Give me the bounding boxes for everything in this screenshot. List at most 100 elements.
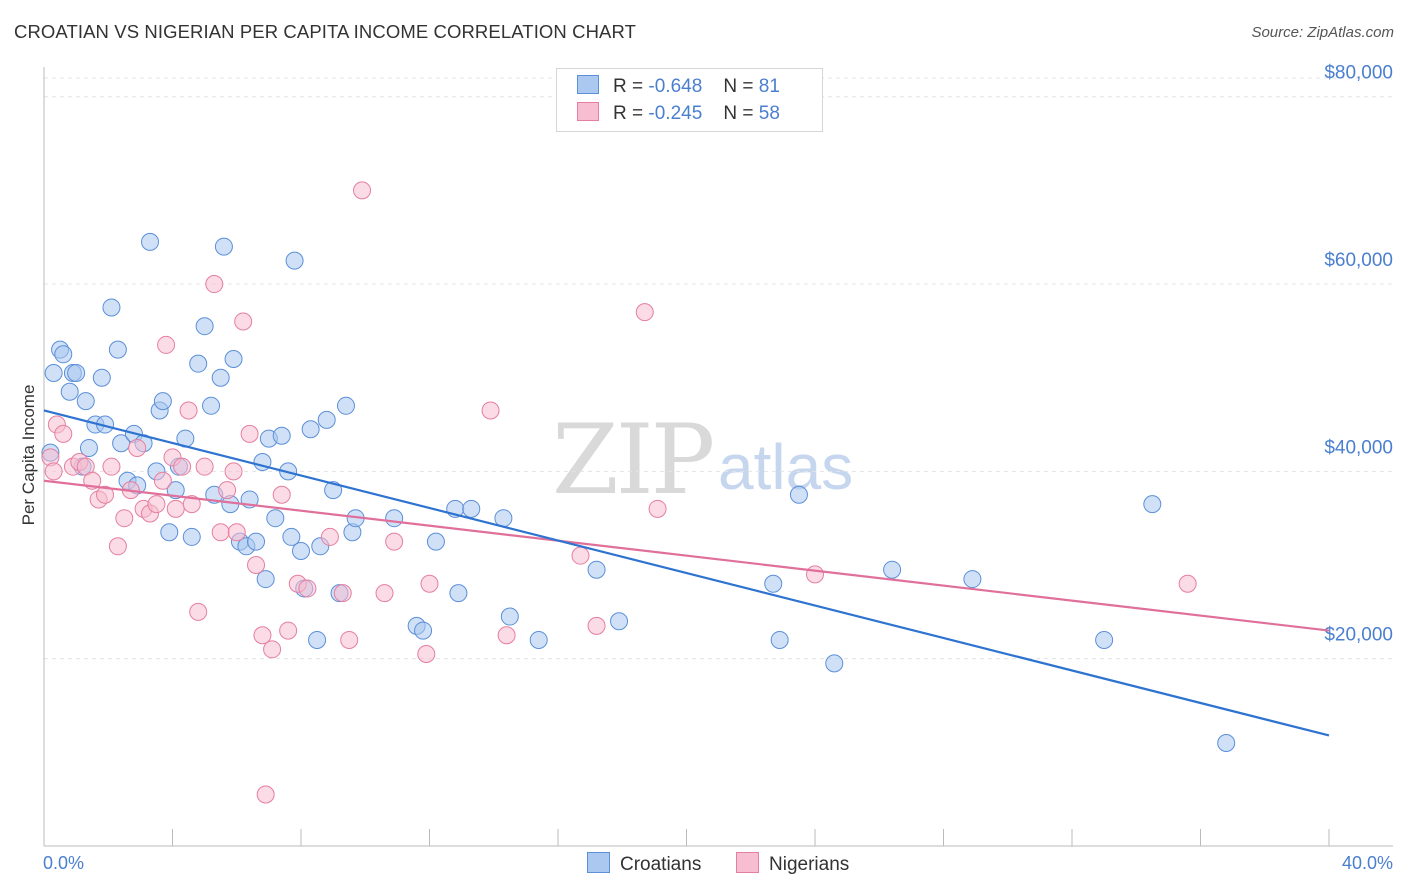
legend-n-value-croatians: 81 (758, 76, 780, 97)
croatians-point (67, 364, 86, 383)
croatians-point (963, 570, 982, 589)
nigerians-point (353, 181, 372, 200)
croatians-point (282, 527, 301, 546)
croatians-point (462, 499, 481, 518)
nigerians-point (157, 335, 176, 354)
x-tick-label-max: 40.0% (1342, 853, 1393, 873)
stats-legend: R = -0.648 N = 81 R = -0.245 N = 58 (556, 68, 823, 132)
nigerians-point (256, 785, 275, 804)
nigerians-point (385, 532, 404, 551)
croatians-trend-line (43, 409, 1330, 737)
chart-title: CROATIAN VS NIGERIAN PER CAPITA INCOME C… (14, 21, 637, 42)
nigerians-points (41, 181, 1197, 804)
y-tick-label: $80,000 (1324, 63, 1393, 84)
nigerians-point (182, 495, 201, 514)
nigerians-point (240, 424, 259, 443)
nigerians-point (102, 457, 121, 476)
nigerians-point (481, 401, 500, 420)
croatians-point (292, 541, 310, 560)
legend-r-label: R = (613, 103, 644, 124)
croatians-point (308, 630, 327, 649)
nigerians-point (420, 574, 439, 593)
croatians-point (79, 438, 98, 457)
nigerians-point (806, 565, 824, 584)
watermark-zip: ZIP (552, 404, 713, 516)
nigerians-point (44, 462, 63, 481)
nigerians-point (279, 621, 298, 640)
croatians-point (883, 560, 902, 579)
nigerians-point (54, 424, 73, 443)
nigerians-point (497, 626, 516, 645)
croatians-point (60, 382, 79, 401)
nigerians-point (340, 630, 359, 649)
croatians-point (500, 607, 519, 626)
nigerians-point (234, 312, 253, 331)
nigerians-point (648, 499, 667, 518)
gridlines: $20,000 $40,000 $60,000 $80,000 (44, 63, 1393, 660)
croatians-point (324, 481, 343, 500)
croatians-point (764, 574, 783, 593)
nigerians-point (153, 471, 172, 490)
nigerians-point (272, 485, 291, 504)
croatians-point (272, 426, 291, 445)
croatians-point (202, 396, 221, 415)
legend-r-label: R = (613, 76, 644, 97)
y-axis-label: Per Capita Income (19, 385, 38, 526)
nigerians-point (253, 626, 272, 645)
nigerians-point (205, 275, 224, 294)
nigerians-point (263, 640, 282, 659)
croatians-point (256, 570, 275, 589)
nigerians-point (211, 523, 230, 542)
legend-r-value-nigerians: -0.245 (648, 103, 703, 124)
nigerians-point (147, 495, 166, 514)
nigerians-point (115, 509, 134, 528)
croatians-point (166, 481, 185, 500)
nigerians-point (333, 584, 352, 603)
croatians-point (189, 354, 208, 373)
y-tick-label: $20,000 (1324, 625, 1393, 646)
croatians-point (247, 532, 266, 551)
nigerians-trend-line (43, 479, 1330, 632)
nigerians-point (96, 485, 115, 504)
croatians-point (195, 317, 214, 336)
croatians-point (182, 527, 201, 546)
nigerians-point (247, 556, 266, 575)
croatians-point (1143, 495, 1162, 514)
croatians-point (211, 368, 230, 387)
croatians-point (44, 364, 63, 383)
nigerians-point (417, 645, 436, 663)
nigerians-point (227, 523, 246, 542)
watermark-atlas: atlas (718, 431, 853, 503)
croatians-point (224, 349, 243, 368)
croatians-point (789, 485, 808, 504)
nigerians-point (635, 303, 654, 322)
bottom-legend-swatch-croatians (587, 852, 610, 873)
croatians-point (317, 410, 336, 429)
nigerians-point (195, 457, 214, 476)
nigerians-point (1178, 574, 1197, 593)
bottom-legend-label-nigerians: Nigerians (769, 854, 850, 875)
croatians-point (160, 523, 179, 542)
croatians-point (587, 560, 606, 579)
source-label: Source: ZipAtlas.com (1251, 24, 1394, 41)
bottom-legend-label-croatians: Croatians (620, 854, 702, 875)
croatians-point (153, 392, 172, 411)
bottom-legend-nigerians[interactable]: Nigerians (736, 852, 849, 876)
croatians-point (108, 340, 127, 359)
croatians-point (1095, 630, 1114, 649)
nigerians-point (587, 616, 606, 635)
x-tick-label-min: 0.0% (43, 853, 84, 873)
croatians-point (529, 630, 548, 649)
croatians-point (336, 396, 355, 415)
croatians-point (301, 420, 320, 439)
nigerians-point (320, 527, 339, 546)
bottom-legend-croatians[interactable]: Croatians (587, 852, 701, 876)
legend-n-value-nigerians: 58 (758, 103, 780, 124)
legend-row-croatians: R = -0.648 N = 81 (577, 75, 780, 101)
croatians-point (76, 392, 95, 411)
croatians-point (414, 621, 433, 640)
croatians-point (141, 232, 160, 251)
croatians-point (825, 654, 844, 673)
y-tick-label: $60,000 (1324, 250, 1393, 271)
croatians-point (285, 251, 304, 270)
